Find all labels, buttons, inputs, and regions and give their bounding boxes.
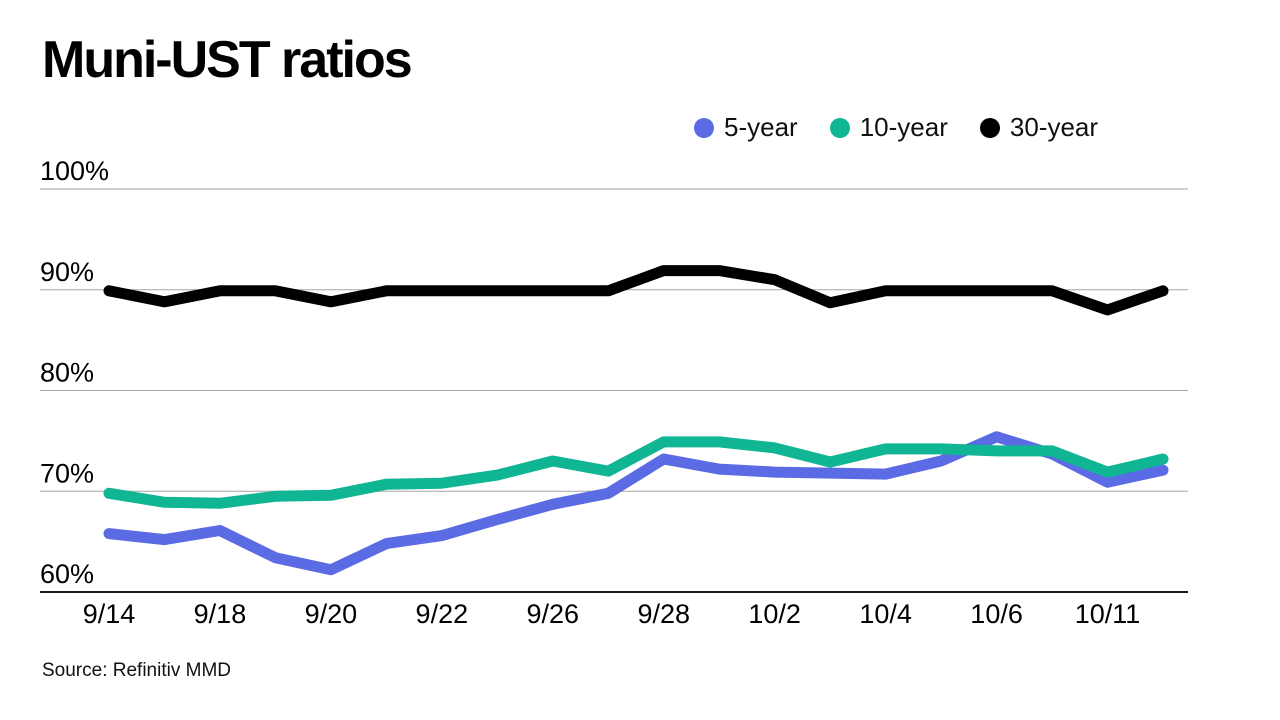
legend-dot-5-year-icon bbox=[694, 117, 714, 138]
chart-title: Muni-UST ratios bbox=[42, 31, 413, 89]
legend-label-30-year: 30-year bbox=[1009, 112, 1099, 142]
legend-label-5-year: 5-year bbox=[724, 112, 798, 142]
x-tick-label-10/6: 10/6 bbox=[970, 599, 1023, 629]
y-tick-label-100: 100% bbox=[40, 156, 109, 186]
legend-item-5-year: 5-year bbox=[694, 112, 798, 143]
x-tick-label-9/20: 9/20 bbox=[305, 599, 358, 629]
y-tick-label-90: 90% bbox=[40, 257, 94, 287]
series-line-5-year bbox=[103, 431, 1169, 576]
x-tick-label-9/28: 9/28 bbox=[637, 599, 690, 629]
legend-label-10-year: 10-year bbox=[859, 112, 948, 142]
legend: 5-year 10-year 30-year bbox=[694, 112, 1098, 143]
source-note: Source: Refinitiv MMD bbox=[42, 660, 231, 681]
series-line-30-year bbox=[103, 265, 1169, 316]
x-tick-label-10/11: 10/11 bbox=[1075, 599, 1141, 629]
x-tick-label-10/2: 10/2 bbox=[748, 599, 801, 629]
x-tick-label-9/18: 9/18 bbox=[194, 599, 247, 629]
y-tick-label-70: 70% bbox=[40, 458, 94, 488]
legend-item-10-year: 10-year bbox=[829, 112, 948, 143]
x-tick-label-9/14: 9/14 bbox=[83, 599, 136, 629]
x-tick-label-9/26: 9/26 bbox=[527, 599, 580, 629]
x-tick-label-9/22: 9/22 bbox=[416, 599, 469, 629]
legend-item-30-year: 30-year bbox=[979, 112, 1099, 143]
x-tick-label-10/4: 10/4 bbox=[859, 599, 912, 629]
legend-dot-10-year-icon bbox=[829, 117, 850, 138]
y-tick-label-60: 60% bbox=[40, 559, 94, 589]
y-tick-label-80: 80% bbox=[40, 358, 94, 388]
legend-dot-30-year-icon bbox=[979, 117, 1000, 138]
series-line-10-year bbox=[103, 436, 1169, 509]
